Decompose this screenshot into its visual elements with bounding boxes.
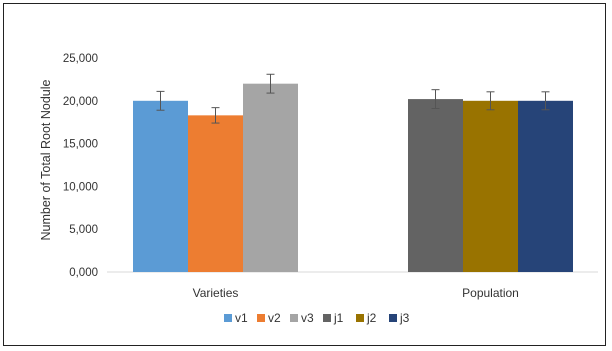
error-bar-j1 [431,89,440,110]
y-tick-label: 0,000 [69,267,98,279]
legend-label: v2 [268,311,281,325]
legend-swatch [224,314,232,322]
legend-item-j3: j3 [389,311,410,325]
bars [133,83,573,273]
legend-item-j2: j2 [356,311,377,325]
bar-j3 [518,100,573,272]
bar-v3 [243,83,298,273]
y-tick-label: 5,000 [69,224,98,236]
legend-swatch [257,314,265,322]
legend-swatch [389,314,397,322]
legend-item-v2: v2 [257,311,281,325]
legend-label: v1 [235,311,248,325]
error-bar-v2 [211,107,220,124]
error-bars [156,73,550,124]
legend-item-v3: v3 [290,311,314,325]
bar-v1 [133,100,188,272]
y-tick-label: 15,000 [63,139,98,151]
y-tick-label: 10,000 [63,181,98,193]
legend-swatch [323,314,331,322]
y-tick-labels: 0,000 5,000 10,000 15,000 20,000 25,000 [63,53,98,279]
category-labels: Varieties Population [193,286,519,300]
error-bar-j3 [541,91,550,111]
bar-j2 [463,100,518,272]
legend: v1 v2 v3 j1 j2 j3 [224,311,410,325]
legend-swatch [356,314,364,322]
y-tick-label: 25,000 [63,53,98,65]
legend-label: j2 [366,311,377,325]
error-bar-j2 [486,91,495,111]
bar-v2 [188,115,243,273]
y-tick-label: 20,000 [63,96,98,108]
legend-item-v1: v1 [224,311,248,325]
y-axis-title-group: Number of Total Root Nodule [39,79,53,240]
category-label: Varieties [193,286,239,300]
legend-label: j3 [399,311,410,325]
legend-swatch [290,314,298,322]
bar-j1 [408,99,463,272]
error-bar-v3 [266,73,275,94]
legend-label: v3 [301,311,314,325]
y-axis-title: Number of Total Root Nodule [39,79,53,240]
legend-label: j1 [333,311,344,325]
category-label: Population [462,286,519,300]
legend-item-j1: j1 [323,311,344,325]
error-bar-v1 [156,90,165,111]
